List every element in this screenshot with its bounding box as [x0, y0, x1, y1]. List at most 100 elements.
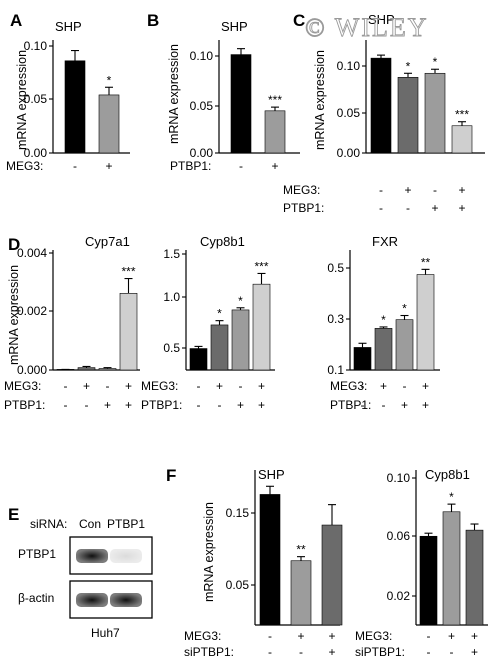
significance-marker: **: [296, 543, 306, 557]
bar: [395, 319, 414, 371]
panel-label: C: [293, 11, 305, 30]
group-label: PTBP1:: [170, 159, 211, 173]
significance-marker: *: [433, 55, 438, 69]
bar: [189, 348, 208, 371]
blot-band: [110, 593, 142, 607]
bar: [259, 494, 281, 626]
y-tick-label: 0.10: [190, 49, 214, 63]
y-tick-label: 0.5: [327, 261, 344, 275]
bar: [264, 110, 286, 154]
y-axis-label: mRNA expression: [167, 44, 181, 144]
group-sign: -: [268, 629, 272, 643]
bar: [77, 367, 96, 371]
y-tick-label: 0.00: [24, 146, 48, 160]
bar: [64, 60, 86, 154]
group-sign: -: [299, 645, 303, 659]
group-sign: -: [450, 645, 454, 659]
group-sign: +: [431, 201, 438, 215]
chart-title: Cyp7a1: [85, 234, 130, 249]
group-label: PTBP1:: [4, 398, 45, 412]
group-sign: +: [404, 183, 411, 197]
blot-band: [110, 549, 142, 563]
chart-panel-7: Cyp8b1 0.02 0.06 0.10 * MEG3: - + + siPTBP1: - - +: [355, 467, 488, 659]
bar: [416, 274, 435, 371]
bar: [210, 324, 229, 371]
group-sign: +: [380, 379, 387, 393]
y-tick-label: 0.10: [387, 471, 411, 485]
group-sign: -: [197, 398, 201, 412]
bar: [397, 77, 419, 154]
bar: [98, 94, 120, 154]
group-sign: -: [379, 201, 383, 215]
significance-marker: *: [406, 59, 411, 73]
y-tick-label: 0.5: [163, 341, 180, 355]
group-sign: -: [382, 398, 386, 412]
y-tick-label: 0.1: [327, 363, 344, 377]
group-sign: -: [379, 183, 383, 197]
significance-marker: *: [107, 73, 112, 87]
group-sign: +: [237, 398, 244, 412]
panel-label: B: [147, 11, 159, 30]
blot-bands: [76, 549, 142, 607]
panel-label: D: [8, 235, 20, 254]
significance-marker: ***: [121, 265, 135, 279]
group-sign: -: [197, 379, 201, 393]
western-blot-panel: E siRNA: Con PTBP1 PTBP1 β-actin Huh7: [8, 505, 153, 640]
bar: [230, 54, 252, 154]
blot-lane-label-con: Con: [79, 517, 101, 531]
chart-panel-6: F SHP mRNA expression 0.05 0.15 ** MEG3: - + + siP…: [166, 466, 343, 659]
bar: [290, 560, 312, 626]
chart-title: SHP: [55, 19, 82, 34]
blot-band: [76, 549, 108, 563]
group-sign: -: [85, 398, 89, 412]
y-tick-label: 0.10: [24, 39, 48, 53]
bar: [370, 57, 392, 154]
group-label: MEG3:: [283, 183, 320, 197]
y-tick-label: 1.5: [163, 247, 180, 261]
significance-marker: *: [381, 313, 386, 327]
group-label: MEG3:: [330, 379, 367, 393]
group-label: MEG3:: [184, 629, 221, 643]
group-sign: -: [64, 379, 68, 393]
bar: [419, 535, 438, 626]
blot-cell-line: Huh7: [91, 626, 120, 640]
y-tick-label: 0.00: [337, 146, 361, 160]
blot-row-label-actin: β-actin: [18, 591, 54, 605]
chart-title: FXR: [372, 234, 398, 249]
significance-marker: *: [238, 294, 243, 308]
group-label: PTBP1:: [141, 398, 182, 412]
y-axis-label: mRNA expression: [313, 50, 327, 150]
bar: [231, 309, 250, 371]
group-sign: +: [448, 629, 455, 643]
chart-title: SHP: [258, 467, 285, 482]
y-tick-label: 0.02: [387, 589, 411, 603]
y-tick-label: 0.00: [190, 146, 214, 160]
group-sign: -: [427, 645, 431, 659]
chart-title: SHP: [221, 19, 248, 34]
group-label: siPTBP1:: [184, 645, 234, 659]
y-tick-label: 0.3: [327, 312, 344, 326]
y-tick-label: 0.06: [387, 529, 411, 543]
bar: [321, 524, 343, 626]
group-sign: +: [297, 629, 304, 643]
y-axis-label: mRNA expression: [202, 502, 216, 602]
blot-row-label-ptbp1: PTBP1: [18, 547, 56, 561]
group-sign: +: [104, 398, 111, 412]
group-label: MEG3:: [355, 629, 392, 643]
group-sign: +: [271, 159, 278, 173]
wiley-watermark: © WILEY: [305, 13, 429, 42]
bar: [353, 347, 372, 371]
group-sign: +: [258, 379, 265, 393]
chart-title: Cyp8b1: [425, 467, 470, 482]
significance-marker: ***: [268, 93, 282, 107]
y-tick-label: 0.05: [226, 578, 250, 592]
group-sign: -: [218, 398, 222, 412]
group-sign: +: [471, 629, 478, 643]
group-label: PTBP1:: [330, 398, 371, 412]
y-tick-label: 0.15: [226, 506, 250, 520]
